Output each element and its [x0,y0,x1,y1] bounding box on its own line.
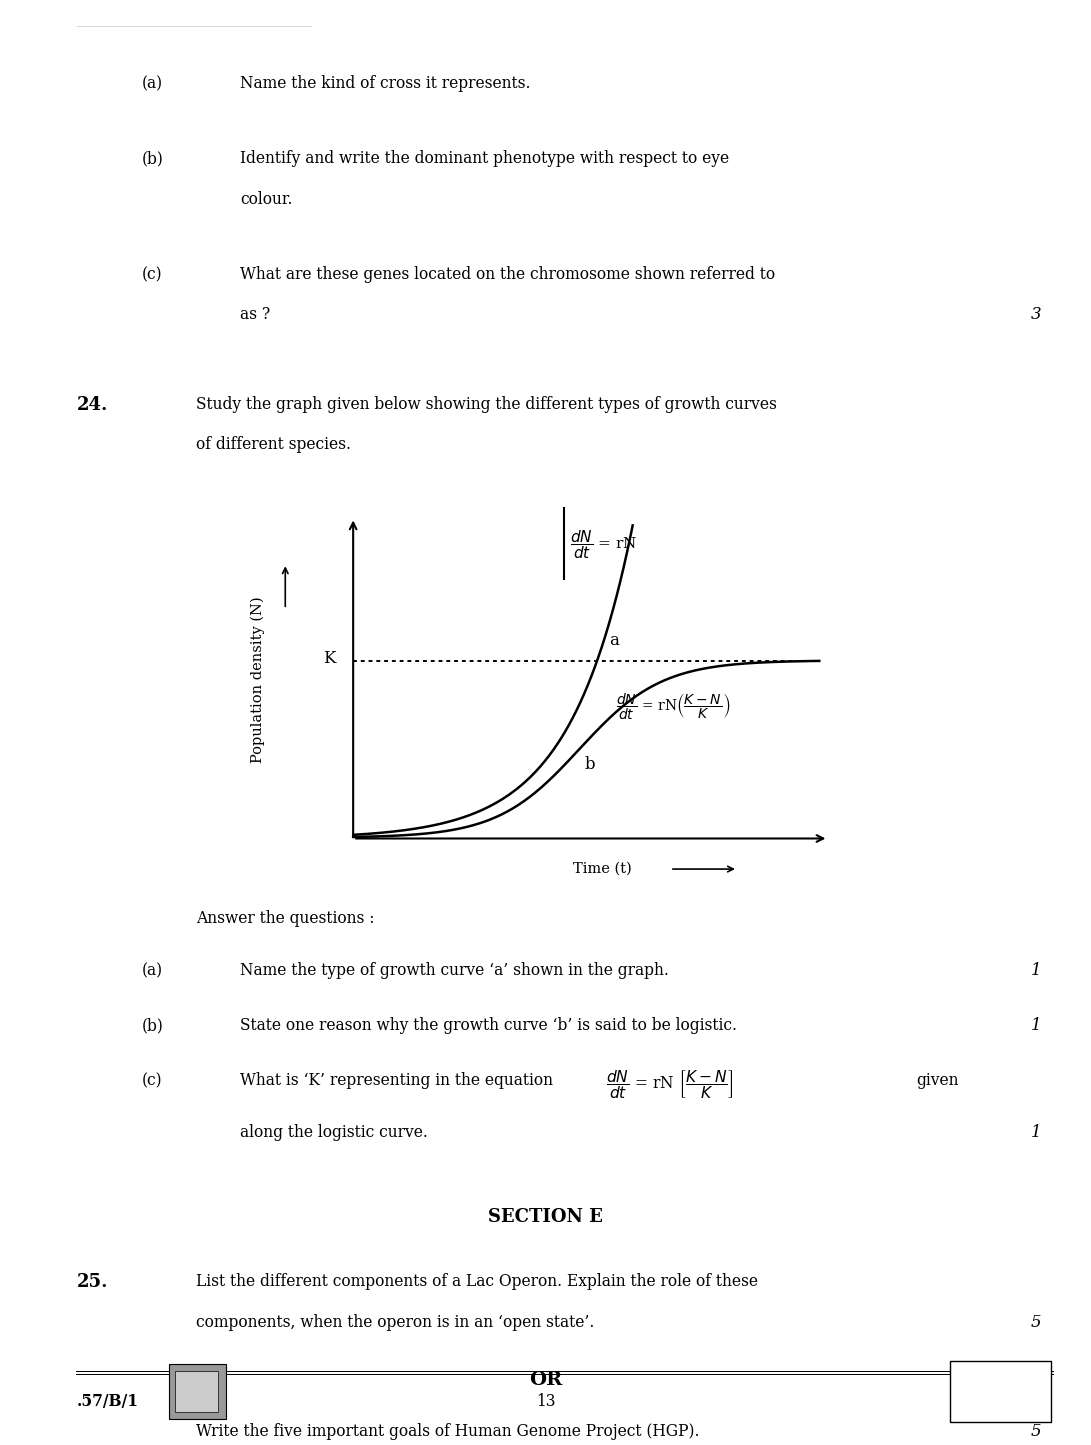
Text: Answer the questions :: Answer the questions : [196,910,375,928]
Text: Name the type of growth curve ‘a’ shown in the graph.: Name the type of growth curve ‘a’ shown … [240,962,669,980]
Text: 13: 13 [536,1393,555,1410]
Text: OR: OR [529,1371,562,1389]
Text: colour.: colour. [240,191,292,208]
Text: What are these genes located on the chromosome shown referred to: What are these genes located on the chro… [240,266,775,283]
Text: SECTION E: SECTION E [488,1208,603,1225]
Text: as ?: as ? [240,306,271,324]
Text: Population density (N): Population density (N) [251,597,265,763]
Text: 1: 1 [1031,962,1042,980]
Text: (a): (a) [142,75,163,92]
Text: Study the graph given below showing the different types of growth curves: Study the graph given below showing the … [196,396,777,413]
Text: K: K [323,650,335,666]
Text: Name the kind of cross it represents.: Name the kind of cross it represents. [240,75,530,92]
Text: (b): (b) [142,150,164,168]
Text: .57/B/1: .57/B/1 [76,1393,139,1410]
Text: b: b [585,756,596,773]
Bar [169,1364,226,1419]
Text: (b): (b) [142,1017,164,1035]
Text: What is ‘K’ representing in the equation: What is ‘K’ representing in the equation [240,1072,553,1090]
Text: a: a [609,631,619,649]
Text: List the different components of a Lac Operon. Explain the role of these: List the different components of a Lac O… [196,1273,758,1290]
Bar [175,1371,218,1412]
Text: components, when the operon is in an ‘open state’.: components, when the operon is in an ‘op… [196,1314,595,1331]
Text: Identify and write the dominant phenotype with respect to eye: Identify and write the dominant phenotyp… [240,150,729,168]
Text: (a): (a) [142,962,163,980]
Text: 25.: 25. [76,1273,108,1290]
Text: 5: 5 [1031,1314,1042,1331]
Text: given: given [916,1072,959,1090]
Text: 5: 5 [1031,1423,1042,1441]
Text: (c): (c) [142,1072,163,1090]
Text: of different species.: of different species. [196,436,351,454]
Text: (c): (c) [142,266,163,283]
Text: $\dfrac{dN}{dt}$ = rN$\left(\dfrac{K - N}{K}\right)$: $\dfrac{dN}{dt}$ = rN$\left(\dfrac{K - N… [615,692,730,722]
Text: P.T.O.: P.T.O. [976,1383,1024,1400]
Text: Write the five important goals of Human Genome Project (HGP).: Write the five important goals of Human … [196,1423,700,1441]
Text: 24.: 24. [76,396,108,413]
Text: 1: 1 [1031,1124,1042,1142]
Text: 3: 3 [1031,306,1042,324]
FancyBboxPatch shape [950,1361,1051,1422]
Text: $\dfrac{dN}{dt}$ = rN $\left[\dfrac{K - N}{K}\right]$: $\dfrac{dN}{dt}$ = rN $\left[\dfrac{K - … [606,1068,733,1101]
Text: Time (t): Time (t) [573,863,632,876]
Text: $\dfrac{dN}{dt}$ = rN: $\dfrac{dN}{dt}$ = rN [571,529,638,562]
Text: 1: 1 [1031,1017,1042,1035]
Text: along the logistic curve.: along the logistic curve. [240,1124,428,1142]
Text: State one reason why the growth curve ‘b’ is said to be logistic.: State one reason why the growth curve ‘b… [240,1017,738,1035]
Text: ................................................................................: ........................................… [76,23,312,27]
